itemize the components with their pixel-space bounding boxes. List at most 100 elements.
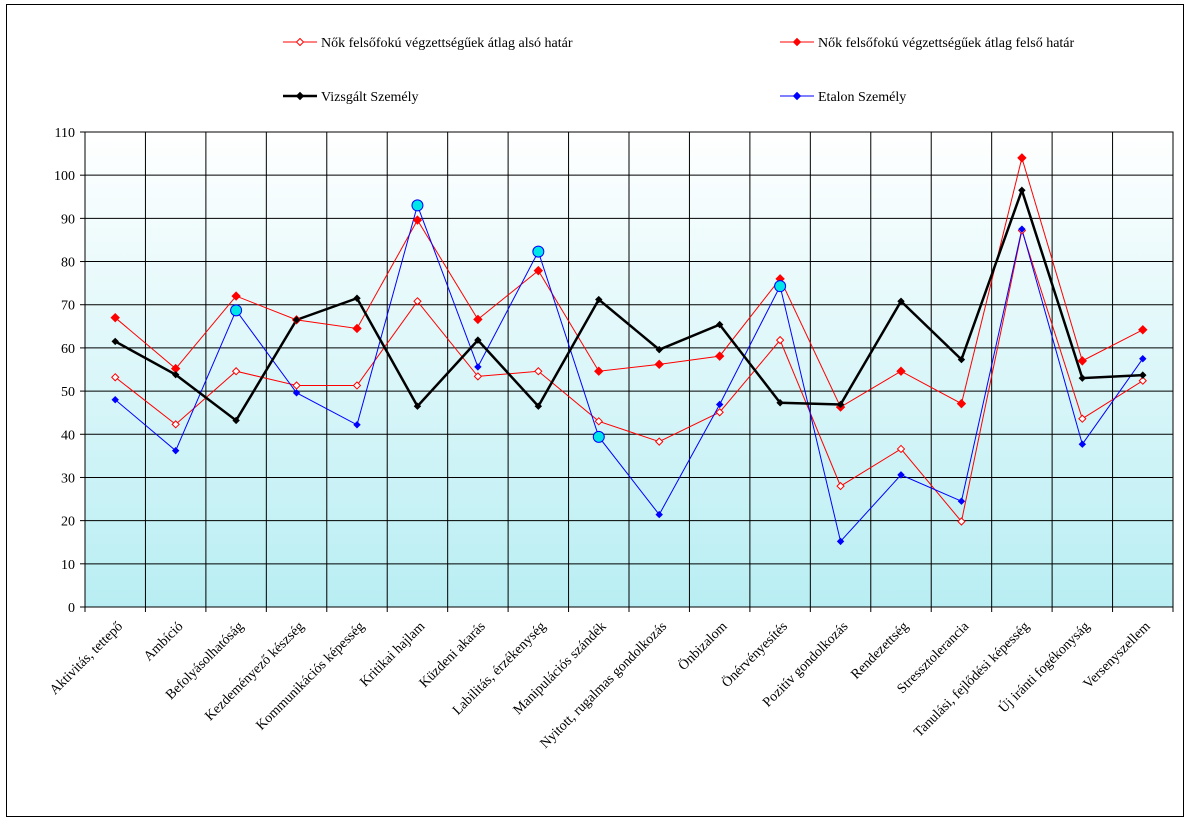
data-point-highlight [774, 280, 787, 293]
data-point [897, 297, 905, 305]
legend-marker [295, 37, 305, 47]
data-point [655, 345, 663, 354]
legend-label: Etalon Személy [818, 90, 906, 105]
y-tick-label: 30 [61, 471, 75, 486]
data-point [413, 297, 422, 306]
data-point [1018, 186, 1026, 195]
data-point [776, 399, 784, 407]
data-point [655, 437, 664, 446]
data-point [534, 402, 543, 410]
data-point [1077, 356, 1088, 366]
data-point [474, 363, 482, 371]
data-point-highlight [532, 245, 545, 258]
plot-border [84, 131, 1174, 608]
y-tick-label: 20 [61, 515, 75, 530]
data-point [715, 320, 724, 329]
data-point [473, 314, 483, 325]
x-category-label: Ambíció [141, 619, 186, 664]
data-point [836, 481, 845, 491]
data-point [956, 398, 967, 409]
data-point [775, 335, 785, 345]
data-point-highlight [411, 199, 424, 212]
x-category-label: Kezdeményező készség [203, 619, 308, 724]
y-tick-label: 80 [61, 256, 75, 271]
data-point [594, 366, 604, 376]
y-tick-label: 90 [61, 212, 75, 227]
y-tick-label: 50 [61, 385, 75, 400]
y-tick-label: 10 [61, 558, 75, 573]
data-point [1078, 374, 1087, 382]
data-point [1138, 376, 1147, 385]
y-tick-label: 40 [61, 428, 75, 443]
data-point [1139, 371, 1147, 379]
data-point [957, 355, 966, 364]
data-point [171, 420, 180, 429]
data-point [231, 367, 241, 376]
data-point [897, 471, 905, 479]
data-point [232, 416, 240, 425]
legend-marker [792, 37, 802, 47]
data-point [110, 312, 120, 323]
data-point [352, 381, 362, 390]
data-point [1138, 325, 1148, 335]
data-point [231, 291, 241, 301]
data-point-highlight [230, 304, 243, 317]
data-point [533, 265, 544, 276]
x-category-label: Aktivitás, tettерő [47, 619, 126, 698]
legend-marker [792, 91, 802, 101]
legend-item: Nők felsőfokú végzettségűek átlag felső … [780, 36, 1075, 51]
data-point [714, 351, 725, 361]
data-point [957, 497, 966, 505]
y-tick-label: 0 [68, 601, 75, 616]
data-point [715, 408, 724, 417]
legend-label: Vizsgált Személy [321, 90, 419, 105]
data-point [292, 381, 301, 390]
legend-item: Etalon Személy [780, 90, 906, 105]
data-point [594, 417, 603, 426]
y-tick-label: 110 [55, 126, 75, 141]
data-point [111, 373, 120, 382]
data-point [292, 389, 301, 397]
data-point [473, 372, 483, 381]
data-point [595, 295, 603, 304]
data-point [111, 396, 119, 404]
data-point [654, 359, 664, 370]
data-point [474, 336, 482, 344]
series-line [114, 156, 1144, 408]
data-point [171, 446, 180, 455]
data-point [896, 444, 906, 454]
legend-label: Nők felsőfokú végzettségűek átlag felső … [818, 36, 1075, 51]
x-category-label: Tanulási, fejlődési képesség [911, 619, 1032, 740]
data-point [957, 517, 966, 526]
data-point [1078, 414, 1087, 423]
data-point [292, 316, 301, 324]
legend-label: Nők felsőfokú végzettségűek átlag alsó h… [321, 36, 573, 51]
series-line [114, 228, 1144, 523]
data-point [836, 400, 845, 409]
data-point [352, 323, 362, 334]
data-point [715, 400, 724, 409]
data-point [353, 421, 361, 429]
legend-marker [295, 91, 305, 101]
x-category-label: Kommunikációs képesség [254, 619, 368, 733]
data-point-highlight [592, 430, 605, 443]
data-point [353, 294, 361, 302]
data-point [413, 402, 422, 410]
data-point [171, 370, 180, 379]
data-point [1018, 225, 1026, 233]
data-point [412, 215, 423, 225]
data-point [534, 367, 543, 376]
data-point [896, 366, 906, 376]
data-point [655, 510, 663, 519]
x-category-label: Rendezettség [848, 619, 911, 682]
data-point [836, 537, 845, 546]
series-line [114, 203, 1144, 543]
data-point [1078, 440, 1087, 448]
x-category-label: Nyitott, rugalmas gondolkozás [538, 619, 670, 751]
series-line [114, 186, 1143, 423]
y-tick-label: 100 [54, 169, 75, 184]
data-point [111, 337, 119, 346]
data-point [1017, 153, 1027, 163]
legend-item: Vizsgált Személy [283, 90, 419, 105]
